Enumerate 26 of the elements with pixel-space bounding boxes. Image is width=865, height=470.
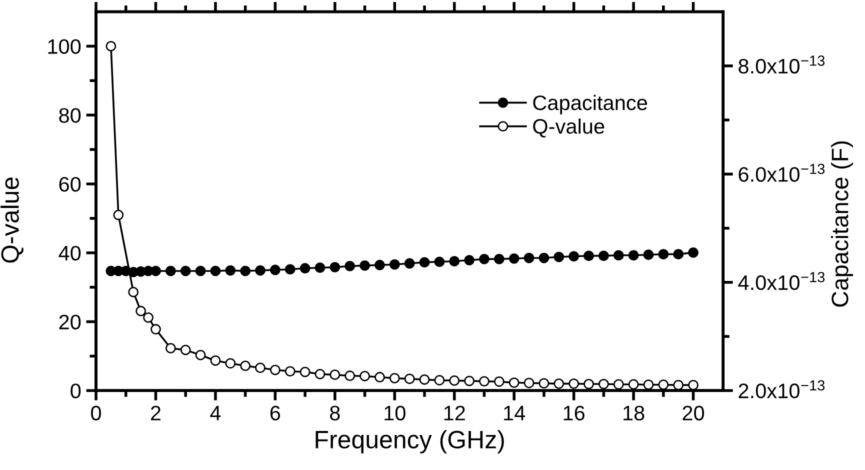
y2-axis-title: Capacitance (F)	[831, 141, 854, 307]
x-tick-label: 18	[624, 406, 644, 420]
y2-tick-label: 6.0x10$^{−13}$	[738, 164, 825, 182]
x-tick-label: 0	[91, 406, 101, 420]
y2-tick-label: 4.0x10$^{−13}$	[738, 272, 825, 290]
x-tick-label: 20	[682, 406, 704, 420]
x-tick-label: 6	[270, 406, 280, 420]
y-tick-label: 60	[59, 176, 81, 192]
y-axis-title: Q-value	[0, 177, 24, 263]
x-tick-label: 10	[384, 406, 406, 420]
y2-tick-label: 8.0x10$^{−13}$	[738, 56, 825, 74]
x-tick-label: 12	[444, 406, 465, 420]
x-axis-title: Frequency (GHz)	[316, 430, 504, 454]
y-tick-label: 100	[48, 39, 81, 54]
y-tick-label: 40	[58, 246, 81, 261]
x-tick-label: 14	[504, 406, 526, 420]
y-tick-label: 20	[59, 314, 81, 330]
x-tick-label: 4	[210, 406, 221, 420]
x-tick-label: 8	[330, 406, 340, 420]
x-tick-label: 16	[564, 406, 584, 420]
y-tick-label: 0	[70, 384, 81, 398]
legend-label: Q-value	[533, 118, 604, 138]
x-tick-label: 2	[150, 406, 160, 420]
y2-tick-label: 2.0x10$^{−13}$	[738, 380, 825, 398]
legend-label: Capacitance	[533, 94, 648, 114]
y-tick-label: 80	[59, 108, 81, 123]
